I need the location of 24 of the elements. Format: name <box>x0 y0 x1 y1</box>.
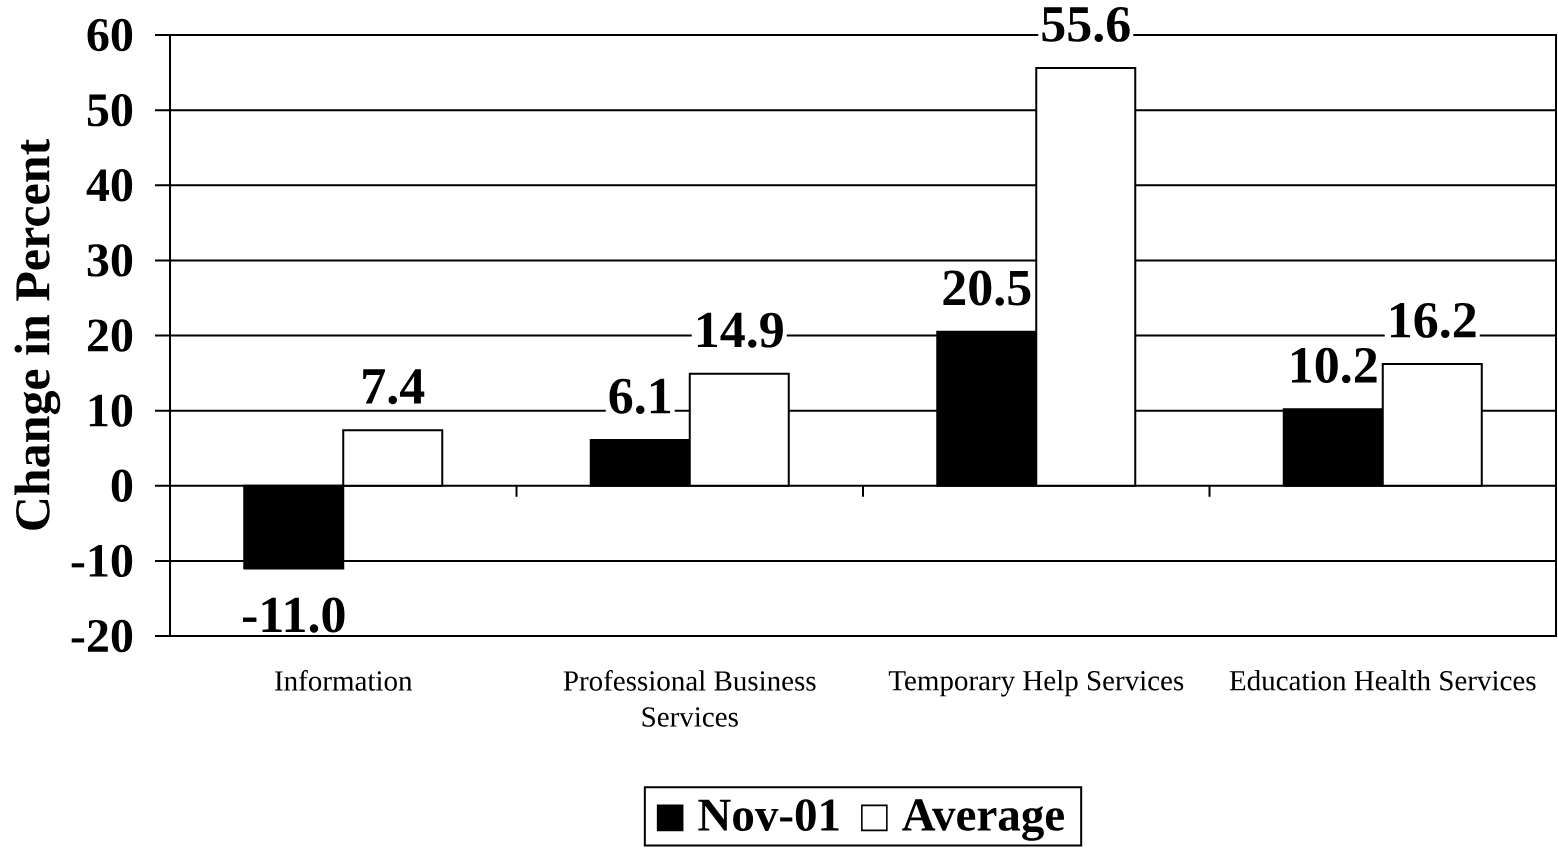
y-tick-label: 0 <box>111 469 133 502</box>
data-label: -11.0 <box>242 597 345 633</box>
x-tick-label: Education Health Services <box>1229 670 1536 691</box>
data-label: 55.6 <box>1042 6 1130 43</box>
legend-label: Average <box>902 799 1064 841</box>
x-tick-label: Information <box>275 670 413 691</box>
y-tick-label: 60 <box>87 18 133 52</box>
data-label: 10.2 <box>1291 347 1377 384</box>
legend-label: Nov-01 <box>698 799 839 831</box>
y-tick-label: -10 <box>71 544 133 578</box>
x-tick-label: Temporary Help Services <box>888 670 1184 697</box>
data-label: 16.2 <box>1390 302 1476 339</box>
y-tick-label: 40 <box>86 169 133 202</box>
y-tick-label: 20 <box>87 319 133 352</box>
data-label: 6.1 <box>609 378 671 414</box>
y-tick-label: 10 <box>89 394 133 427</box>
y-axis-title: Change in Percent <box>14 138 61 530</box>
data-label: 7.4 <box>363 369 425 405</box>
x-tick-label: Professional Business Services <box>563 670 816 727</box>
data-label: 14.9 <box>697 312 783 348</box>
y-tick-label: 50 <box>87 93 133 127</box>
y-tick-label: -20 <box>71 619 133 653</box>
data-label: 20.5 <box>943 270 1031 306</box>
y-tick-label: 30 <box>87 244 133 277</box>
